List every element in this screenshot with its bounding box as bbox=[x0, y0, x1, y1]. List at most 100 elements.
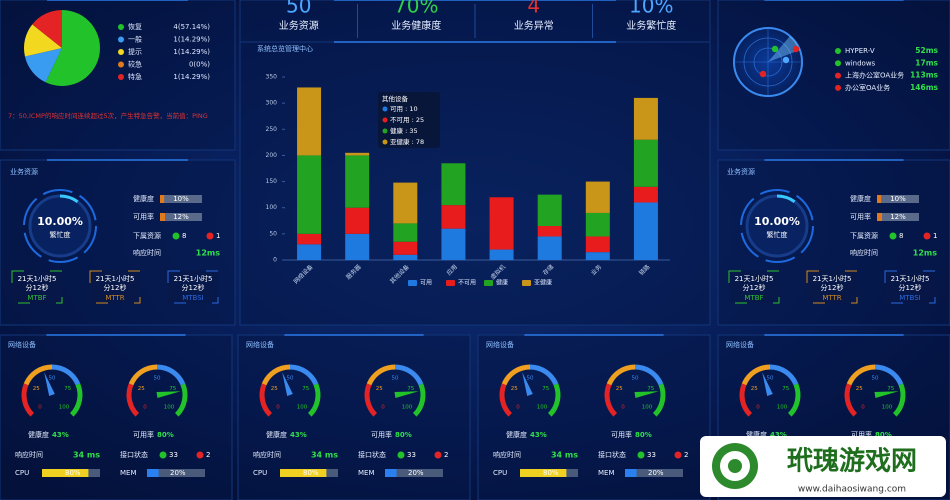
metric-label: 可用率 bbox=[850, 212, 871, 221]
bar-segment bbox=[345, 233, 370, 260]
pie-slice bbox=[23, 24, 62, 57]
gauge-tick-label: 25 bbox=[616, 386, 623, 392]
stat-time: 21天1小时5 bbox=[891, 274, 930, 283]
legend-dot bbox=[118, 74, 124, 80]
ok-count: 8 bbox=[182, 232, 186, 240]
gauge-needle bbox=[634, 391, 659, 398]
gauge-needle bbox=[874, 391, 899, 398]
stat-time: 分12秒 bbox=[899, 283, 922, 292]
gauge-value: 43% bbox=[52, 431, 69, 439]
bar-segment bbox=[297, 87, 322, 156]
gauge-value: 80% bbox=[635, 431, 652, 439]
radar-sweep bbox=[768, 36, 800, 62]
bar-segment bbox=[393, 182, 418, 224]
tooltip-title: 其他设备 bbox=[382, 94, 409, 103]
panel-title: 网络设备 bbox=[246, 340, 274, 349]
gauge-tick-label: 25 bbox=[856, 386, 863, 392]
gauge-needle bbox=[522, 372, 533, 396]
gauge-tick-label: 25 bbox=[376, 386, 383, 392]
bar-segment bbox=[297, 233, 322, 245]
bar-segment bbox=[345, 207, 370, 234]
gauge-tick-label: 0 bbox=[861, 405, 865, 411]
ok-count: 33 bbox=[169, 451, 178, 459]
panel-title: 网络设备 bbox=[726, 340, 754, 349]
kpi-label: 业务繁忙度 bbox=[626, 19, 676, 32]
panel-title: 业务资源 bbox=[727, 167, 755, 176]
gauge-arc bbox=[394, 364, 424, 386]
gauge-name: 可用率 bbox=[851, 430, 872, 439]
legend-value: 1(14.29%) bbox=[173, 48, 210, 56]
stat-box bbox=[806, 270, 858, 304]
gauge-arc bbox=[547, 383, 561, 417]
gauge-tick-label: 100 bbox=[402, 405, 413, 411]
ok-dot bbox=[159, 451, 167, 459]
gauge-tick-label: 75 bbox=[302, 386, 309, 392]
gauge-tick-label: 50 bbox=[767, 376, 774, 382]
y-tick-label: 350 bbox=[266, 74, 278, 81]
stat-box bbox=[884, 270, 936, 304]
gauge-arc bbox=[652, 383, 666, 417]
bar-segment bbox=[633, 186, 658, 203]
legend-value: 1(14.29%) bbox=[173, 73, 210, 81]
bar-segment bbox=[585, 212, 610, 237]
usage-label: CPU bbox=[253, 469, 267, 477]
bar-track bbox=[877, 195, 919, 203]
panel-title: 网络设备 bbox=[486, 340, 514, 349]
stat-name: MTTR bbox=[105, 294, 124, 302]
gauge-value: 80% bbox=[395, 431, 412, 439]
usage-value: 20% bbox=[648, 469, 664, 477]
metric-label: 响应时间 bbox=[133, 248, 161, 257]
bad-count: 2 bbox=[206, 451, 210, 459]
legend-label: 特急 bbox=[128, 72, 142, 81]
bar-segment bbox=[585, 252, 610, 260]
y-tick-label: 250 bbox=[266, 126, 278, 133]
gauge-arc bbox=[741, 364, 771, 386]
gauge-tick-label: 75 bbox=[169, 386, 176, 392]
gauge-tick-label: 75 bbox=[64, 386, 71, 392]
legend-label: 提示 bbox=[128, 47, 142, 56]
gauge-tick-label: 0 bbox=[38, 405, 42, 411]
ring-value bbox=[59, 194, 79, 203]
gauge-arc bbox=[156, 364, 186, 386]
gauge-tick-label: 50 bbox=[287, 376, 294, 382]
bad-dot bbox=[674, 451, 682, 459]
bar-value: 10% bbox=[173, 195, 189, 203]
usage-label: MEM bbox=[598, 469, 615, 477]
gauge-tick-label: 25 bbox=[271, 386, 278, 392]
metric-label: 响应时间 bbox=[493, 450, 521, 459]
stat-box bbox=[11, 270, 63, 304]
usage-fill bbox=[520, 469, 567, 477]
legend-label: 不可用 bbox=[458, 280, 476, 287]
usage-label: CPU bbox=[15, 469, 29, 477]
metric-label: 健康度 bbox=[133, 194, 154, 203]
legend-label: 健康 bbox=[496, 279, 508, 287]
ok-dot bbox=[397, 451, 405, 459]
service-name: 上海办公室OA业务 bbox=[845, 71, 904, 80]
gauge-arc bbox=[769, 364, 799, 386]
gauge-tick-label: 50 bbox=[392, 376, 399, 382]
stat-name: MTBSI bbox=[182, 294, 204, 302]
ring-outer bbox=[23, 189, 97, 263]
gauge-arc bbox=[501, 364, 531, 386]
ring-value bbox=[776, 194, 796, 203]
stat-time: 分12秒 bbox=[182, 283, 205, 292]
gauge-tick-label: 100 bbox=[642, 405, 653, 411]
gauge-tick-label: 75 bbox=[542, 386, 549, 392]
status-dot bbox=[835, 48, 841, 54]
gauge-name: 健康度 bbox=[506, 430, 527, 439]
gauge-name: 健康度 bbox=[266, 430, 287, 439]
bar-segment bbox=[633, 202, 658, 260]
stat-name: MTBSI bbox=[899, 294, 921, 302]
status-dot bbox=[835, 72, 841, 79]
bar-segment bbox=[393, 223, 418, 242]
gauge-tick-label: 100 bbox=[882, 405, 893, 411]
legend-swatch bbox=[522, 280, 531, 286]
response-value: 12ms bbox=[913, 249, 937, 258]
gauge-value: 43% bbox=[530, 431, 547, 439]
gauge-name: 可用率 bbox=[611, 430, 632, 439]
gauge-arc bbox=[307, 383, 321, 417]
tooltip-dot bbox=[382, 117, 388, 123]
legend-label: 亚健康 bbox=[534, 279, 552, 287]
bar-track bbox=[160, 195, 202, 203]
busy-value: 10.00% bbox=[754, 215, 800, 228]
